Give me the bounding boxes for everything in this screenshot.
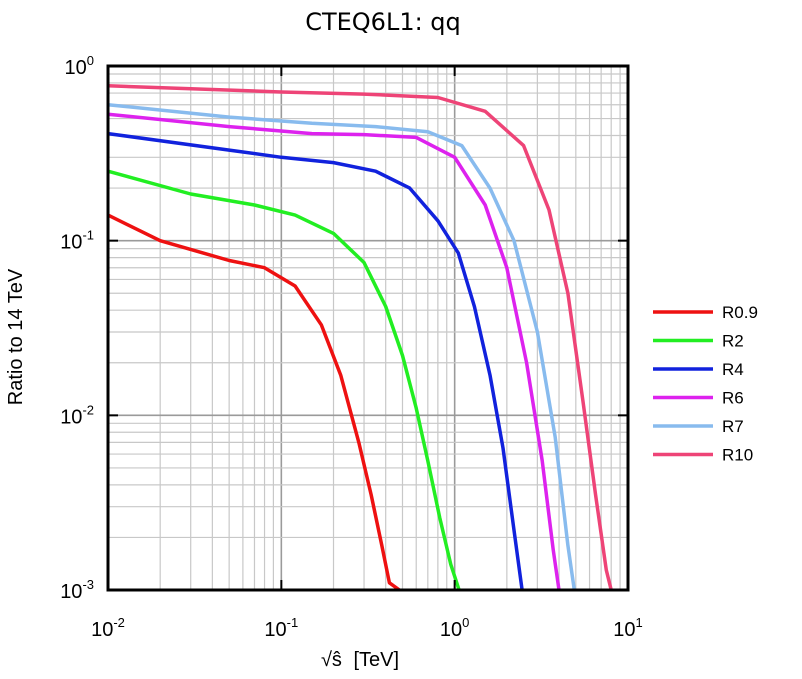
x-axis-unit: [TeV] [353,649,399,671]
grid [107,66,628,591]
tick-base: 10 [60,232,82,254]
tick-exponent: -1 [287,615,299,630]
series-line-r4 [107,131,524,591]
tick-exponent: -2 [113,615,125,630]
legend: R0.9 R2 R4 R6 R7 R10 [653,303,758,465]
tick-base: 10 [264,619,286,641]
legend-label: R6 [722,389,744,408]
y-tick-label: 10-2 [60,402,94,428]
chart-title: CTEQ6L1: qq [305,8,461,36]
x-axis-title: √ŝ [TeV] [321,649,399,671]
series-line-r6 [107,112,561,591]
major-ticks [108,66,628,590]
tick-exponent: 0 [87,53,94,68]
legend-label: R2 [722,332,744,351]
tick-base: 10 [440,619,462,641]
tick-base: 10 [65,57,87,79]
tick-base: 10 [60,581,82,603]
tick-exponent: -1 [82,228,94,243]
y-tick-label: 10-3 [60,577,94,603]
x-tick-label: 10-1 [264,615,298,641]
x-tick-label: 100 [440,615,469,641]
tick-base: 10 [613,619,635,641]
series-line-r7 [107,102,577,591]
y-axis-title: Ratio to 14 TeV [5,268,27,405]
series-line-r10 [107,84,613,591]
series-line-r2 [107,169,461,591]
legend-label: R10 [722,446,753,465]
series-line-r09 [107,213,401,592]
legend-label: R4 [722,360,744,379]
x-tick-label: 101 [613,615,642,641]
y-tick-label: 100 [65,53,94,79]
x-tick-labels: 10-2 10-1 100 101 [91,615,643,641]
tick-exponent: -3 [82,577,94,592]
plot-frame [106,64,630,592]
tick-exponent: -2 [82,402,94,417]
tick-exponent: 0 [462,615,469,630]
legend-label: R7 [722,417,744,436]
legend-label: R0.9 [722,303,758,322]
series-layer [107,84,613,592]
x-axis-symbol: √ŝ [321,649,342,671]
tick-base: 10 [91,619,113,641]
tick-exponent: 1 [636,615,643,630]
x-tick-label: 10-2 [91,615,125,641]
y-tick-label: 10-1 [60,228,94,254]
tick-base: 10 [60,406,82,428]
